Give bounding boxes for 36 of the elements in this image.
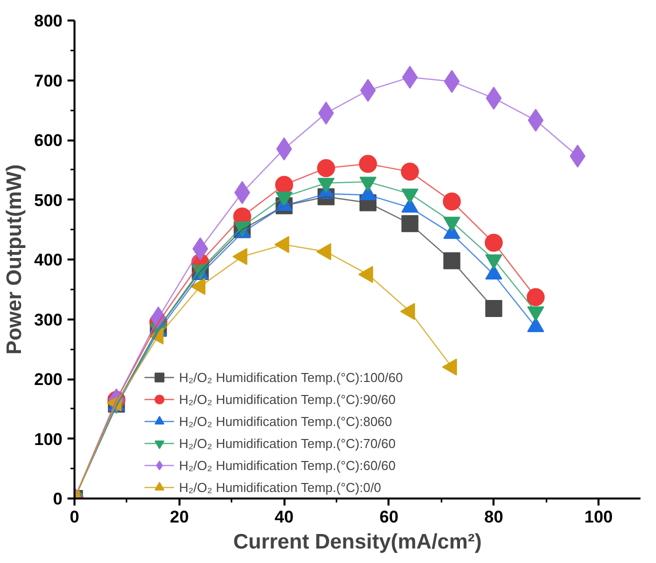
legend-label: H₂/O₂ Humidification Temp.(°C):60/60	[179, 458, 396, 472]
y-tick-label: 300	[34, 310, 63, 330]
point	[192, 237, 208, 260]
legend-label: H₂/O₂ Humidification Temp.(°C):100/60	[179, 370, 403, 384]
legend-label: H₂/O₂ Humidification Temp.(°C):70/60	[179, 436, 396, 450]
y-tick-label: 100	[34, 430, 63, 449]
x-tick-label: 0	[70, 508, 80, 526]
y-tick-label: 600	[34, 131, 63, 150]
point	[485, 300, 502, 317]
point	[526, 288, 545, 306]
point	[486, 86, 502, 110]
y-tick-label: 400	[34, 250, 63, 270]
y-tick-label: 800	[34, 12, 63, 30]
point	[317, 159, 336, 178]
point	[401, 215, 418, 232]
point	[484, 234, 503, 252]
legend-label: H₂/O₂ Humidification Temp.(°C):0/0	[179, 480, 382, 494]
legend-label: H₂/O₂ Humidification Temp.(°C):8060	[179, 414, 392, 428]
y-tick-label: 0	[53, 490, 63, 508]
x-axis-title: Current Density(mA/cm²)	[233, 530, 482, 554]
point	[528, 108, 544, 132]
x-tick-label: 20	[170, 508, 189, 526]
x-tick-label: 40	[274, 508, 294, 526]
y-axis-title: Power Output(mW)	[3, 164, 26, 355]
x-tick-label: 100	[584, 508, 613, 526]
point	[234, 181, 250, 204]
y-tick-label: 500	[34, 190, 63, 210]
point	[442, 192, 461, 211]
point	[443, 252, 460, 270]
x-tick-label: 60	[379, 508, 398, 526]
legend-label: H₂/O₂ Humidification Temp.(°C):90/60	[179, 392, 396, 406]
y-tick-label: 700	[34, 71, 63, 90]
point	[358, 154, 377, 173]
point	[400, 162, 419, 181]
y-tick-label: 200	[34, 370, 63, 389]
x-tick-label: 80	[484, 508, 504, 526]
